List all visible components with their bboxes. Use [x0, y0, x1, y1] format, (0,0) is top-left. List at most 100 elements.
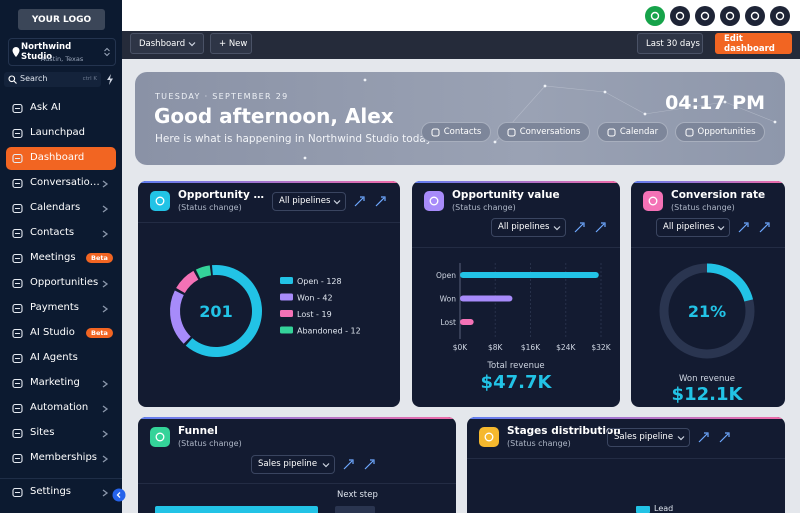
y-tick-label: Lost: [441, 318, 457, 327]
date-range-button[interactable]: Last 30 days: [637, 33, 703, 54]
nav-label: Contacts: [30, 227, 75, 238]
location-switcher[interactable]: Northwind Studio Austin, Texas: [8, 38, 116, 66]
glyph: [12, 103, 23, 114]
card-tool[interactable]: [375, 196, 386, 207]
tool-glyph: [354, 196, 365, 207]
constellation: [303, 78, 777, 160]
pipeline-filter[interactable]: All pipelines: [272, 192, 346, 211]
header-icon-glyph: [675, 11, 685, 21]
x-tick-label: $32K: [591, 343, 611, 352]
pipeline-filter[interactable]: Sales pipeline: [607, 428, 690, 447]
nav-label: Launchpad: [30, 127, 86, 138]
chevron: [102, 180, 109, 188]
nav-item[interactable]: Launchpad: [6, 122, 116, 145]
card-tool[interactable]: [595, 222, 606, 233]
glyph: [429, 196, 439, 206]
glyph: [12, 278, 23, 289]
nav-icon: [12, 203, 23, 214]
glyph: [12, 487, 23, 498]
edit-dashboard-button-label: Edit dashboard: [724, 33, 775, 54]
pipeline-filter-label: All pipelines: [663, 222, 715, 232]
header-icon-button[interactable]: [695, 6, 715, 26]
dashboard-select-label: Dashboard: [139, 38, 186, 49]
chevron: [102, 280, 109, 288]
nav-item[interactable]: Marketing: [6, 372, 116, 395]
nav-item[interactable]: Opportunities: [6, 272, 116, 295]
quick-link[interactable]: Opportunities: [675, 122, 765, 142]
chevron-icon: [102, 205, 109, 213]
nav-item[interactable]: AI Agents: [6, 347, 116, 370]
handle: [13, 80, 17, 84]
legend-label: Open - 128: [297, 277, 342, 286]
nav-item[interactable]: Meetings Beta: [6, 247, 116, 270]
header-icon-button[interactable]: [770, 6, 790, 26]
collapse-button[interactable]: [112, 488, 126, 502]
card-tool[interactable]: [574, 222, 585, 233]
glyph: [12, 353, 23, 364]
new-button[interactable]: + New: [210, 33, 252, 54]
nav-item[interactable]: Calendars: [6, 197, 116, 220]
date-range-button-label: Last 30 days: [646, 38, 700, 49]
nav-item[interactable]: Conversations: [6, 172, 116, 195]
card-tool[interactable]: [719, 432, 730, 443]
pipeline-filter[interactable]: All pipelines: [656, 218, 730, 237]
card-icon-glyph: [648, 196, 658, 206]
nav-label: Calendars: [30, 202, 81, 213]
chevron-icon: [102, 230, 109, 238]
nav-item[interactable]: Settings: [6, 481, 116, 504]
card-icon: [150, 427, 170, 447]
quick-action-icon: [107, 74, 113, 85]
star: [543, 84, 547, 88]
bolt: [107, 74, 113, 85]
logo[interactable]: YOUR LOGO: [18, 9, 105, 30]
nav-item[interactable]: Contacts: [6, 222, 116, 245]
donut-segment: [170, 265, 262, 357]
card-tool[interactable]: [364, 459, 375, 470]
card-accent: [631, 181, 785, 183]
dropdown-icon: [553, 226, 561, 231]
edit-dashboard-button[interactable]: Edit dashboard: [715, 33, 792, 54]
beta-badge: Beta: [86, 328, 113, 338]
quick-link[interactable]: Contacts: [421, 122, 491, 142]
nav-item[interactable]: Ask AI: [6, 97, 116, 120]
pipeline-filter-label: All pipelines: [498, 222, 550, 232]
header-icon-button[interactable]: [720, 6, 740, 26]
pipeline-filter[interactable]: Sales pipeline: [251, 455, 335, 474]
quick-link[interactable]: Conversations: [497, 122, 590, 142]
card-divider: [138, 222, 400, 223]
quick-link[interactable]: Calendar: [597, 122, 668, 142]
nav-item[interactable]: Memberships: [6, 447, 116, 470]
location-city: Austin, Texas: [40, 55, 84, 63]
header-icon-button[interactable]: [745, 6, 765, 26]
header-icon-button[interactable]: [645, 6, 665, 26]
bar-chart: $0K $8K $16K $24K $32K Open Won Lost Total reven…: [436, 263, 612, 393]
nav-label: Dashboard: [30, 152, 85, 163]
legend-swatch: [636, 506, 650, 513]
quick-link-label: Contacts: [443, 127, 482, 137]
search-placeholder: Search: [20, 74, 48, 83]
glyph: [12, 303, 23, 314]
card-tool[interactable]: [354, 196, 365, 207]
nav-item[interactable]: Sites: [6, 422, 116, 445]
card-tool[interactable]: [698, 432, 709, 443]
pipeline-filter[interactable]: All pipelines: [491, 218, 566, 237]
quick-link-label: Conversations: [519, 127, 581, 137]
nav-item[interactable]: Dashboard: [6, 147, 116, 170]
nav-item[interactable]: Automation: [6, 397, 116, 420]
nav-label: Conversations: [30, 177, 100, 188]
nav-item[interactable]: Payments: [6, 297, 116, 320]
caret: [333, 200, 341, 205]
card-tool[interactable]: [343, 459, 354, 470]
dashboard-select[interactable]: Dashboard: [130, 33, 204, 54]
chevron: [102, 430, 109, 438]
header-icon-button[interactable]: [670, 6, 690, 26]
nav-item[interactable]: AI Studio Beta: [6, 322, 116, 345]
nav-icon: [12, 378, 23, 389]
nav-label: AI Studio: [30, 327, 75, 338]
card-tool[interactable]: [759, 222, 770, 233]
search-box[interactable]: Search ctrl K: [4, 72, 101, 87]
chevron: [102, 405, 109, 413]
card-tool[interactable]: [738, 222, 749, 233]
switch-icon: [104, 47, 110, 57]
chevron-icon: [102, 180, 109, 188]
